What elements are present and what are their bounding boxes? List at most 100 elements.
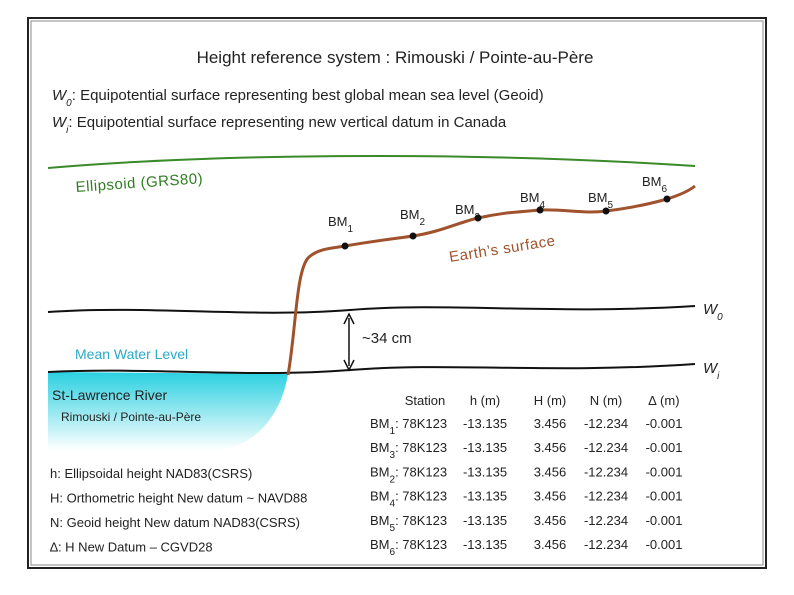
benchmark-label-part: 5	[608, 200, 614, 211]
table-cell: -12.234	[584, 513, 628, 528]
frame	[27, 17, 767, 569]
wi-line	[47, 363, 696, 375]
table-header: Station	[405, 393, 445, 408]
benchmark-label-part: BM	[642, 174, 662, 189]
benchmark-label-part: BM	[520, 190, 540, 205]
river-label: St-Lawrence River	[52, 387, 167, 403]
ellipsoid-line	[47, 154, 696, 169]
benchmark-dot	[474, 214, 482, 222]
table-cell: -0.001	[646, 440, 683, 455]
definition: Wi: Equipotential surface representing n…	[52, 114, 507, 136]
station-cell-part: BM	[370, 416, 390, 431]
benchmark-dot	[409, 232, 417, 240]
benchmark-dot	[341, 242, 349, 250]
legend-item: H: Orthometric height New datum ~ NAVD88	[50, 491, 307, 506]
table-cell: 3.456	[534, 464, 567, 479]
station-cell-part: : 78K123	[395, 440, 447, 455]
definition-part: 0	[66, 98, 72, 109]
w0-line	[47, 305, 696, 314]
table-cell: -13.135	[463, 464, 507, 479]
station-cell-part: : 78K123	[395, 537, 447, 552]
w0-label-part: 0	[717, 312, 723, 323]
benchmark-label: BM6	[642, 174, 668, 195]
table-cell: -13.135	[463, 537, 507, 552]
river-sublabel: Rimouski / Pointe-au-Père	[61, 410, 201, 424]
river	[48, 372, 288, 450]
table-cell: -12.234	[584, 464, 628, 479]
mean-water-label: Mean Water Level	[75, 346, 188, 362]
table-cell: -0.001	[646, 513, 683, 528]
table-cell: -0.001	[646, 416, 683, 431]
w0-label-part: W	[703, 301, 719, 318]
table-cell: 3.456	[534, 513, 567, 528]
benchmark-label-part: BM	[328, 214, 348, 229]
benchmark-label: BM2	[400, 207, 426, 228]
station-cell: BM1: 78K123	[370, 416, 447, 437]
benchmark-label: BM5	[588, 190, 614, 211]
station-cell: BM4: 78K123	[370, 489, 447, 510]
wi-label-part: i	[717, 371, 720, 382]
station-cell-part: BM	[370, 513, 390, 528]
benchmark-dot	[602, 207, 610, 215]
frame-inner	[30, 20, 764, 566]
station-cell-part: 2	[390, 474, 396, 485]
benchmark-label-part: 2	[420, 217, 426, 228]
benchmark-label-part: BM	[588, 190, 608, 205]
arrow-heads	[343, 312, 355, 372]
station-cell-part: BM	[370, 440, 390, 455]
benchmark-label-part: BM	[400, 207, 420, 222]
station-cell-part: BM	[370, 489, 390, 504]
benchmark-label: BM4	[520, 190, 546, 211]
station-cell-part: BM	[370, 464, 390, 479]
table-cell: -0.001	[646, 464, 683, 479]
benchmark-dot	[663, 195, 671, 203]
table-cell: 3.456	[534, 489, 567, 504]
table-cell: -12.234	[584, 416, 628, 431]
station-cell-part: BM	[370, 537, 390, 552]
benchmark-label-part: 4	[540, 200, 546, 211]
table-header: ∆ (m)	[648, 393, 679, 408]
separation-label: ~34 cm	[362, 330, 412, 347]
legend-item: ∆: H New Datum – CGVD28	[50, 540, 213, 555]
station-cell-part: 5	[390, 522, 396, 533]
table-cell: -0.001	[646, 537, 683, 552]
station-cell-part: : 78K123	[395, 513, 447, 528]
table-cell: -12.234	[584, 440, 628, 455]
station-cell-part: 3	[390, 450, 396, 461]
wi-label: Wi	[703, 360, 720, 382]
earth-surface	[286, 184, 696, 376]
legend-item: h: Ellipsoidal height NAD83(CSRS)	[50, 466, 252, 481]
definition-part: W	[52, 114, 68, 131]
legend-item: N: Geoid height New datum NAD83(CSRS)	[50, 515, 300, 530]
station-cell: BM5: 78K123	[370, 513, 447, 534]
wi-label-part: W	[703, 360, 719, 377]
benchmark-dot	[536, 206, 544, 214]
table-cell: 3.456	[534, 537, 567, 552]
table-cell: -12.234	[584, 537, 628, 552]
station-cell-part: : 78K123	[395, 489, 447, 504]
definition-part: W	[52, 87, 68, 104]
table-cell: -0.001	[646, 489, 683, 504]
station-cell-part: : 78K123	[395, 464, 447, 479]
table-header: N (m)	[590, 393, 623, 408]
w0-label: W0	[703, 301, 723, 323]
definition: W0: Equipotential surface representing b…	[52, 87, 544, 109]
station-cell-part: 4	[390, 498, 396, 509]
table-cell: -13.135	[463, 513, 507, 528]
station-cell-part: : 78K123	[395, 416, 447, 431]
table-header: H (m)	[534, 393, 567, 408]
title: Height reference system : Rimouski / Poi…	[197, 48, 594, 67]
table-cell: 3.456	[534, 416, 567, 431]
station-cell: BM2: 78K123	[370, 464, 447, 485]
table-cell: -13.135	[463, 416, 507, 431]
benchmark-label-part: BM	[455, 202, 475, 217]
table-header: h (m)	[470, 393, 500, 408]
benchmark-label-part: 6	[662, 184, 668, 195]
table-cell: -13.135	[463, 440, 507, 455]
station-cell: BM6: 78K123	[370, 537, 447, 558]
station-cell: BM3: 78K123	[370, 440, 447, 461]
table-cell: 3.456	[534, 440, 567, 455]
table-cell: -13.135	[463, 489, 507, 504]
definition-part: i	[66, 125, 69, 136]
